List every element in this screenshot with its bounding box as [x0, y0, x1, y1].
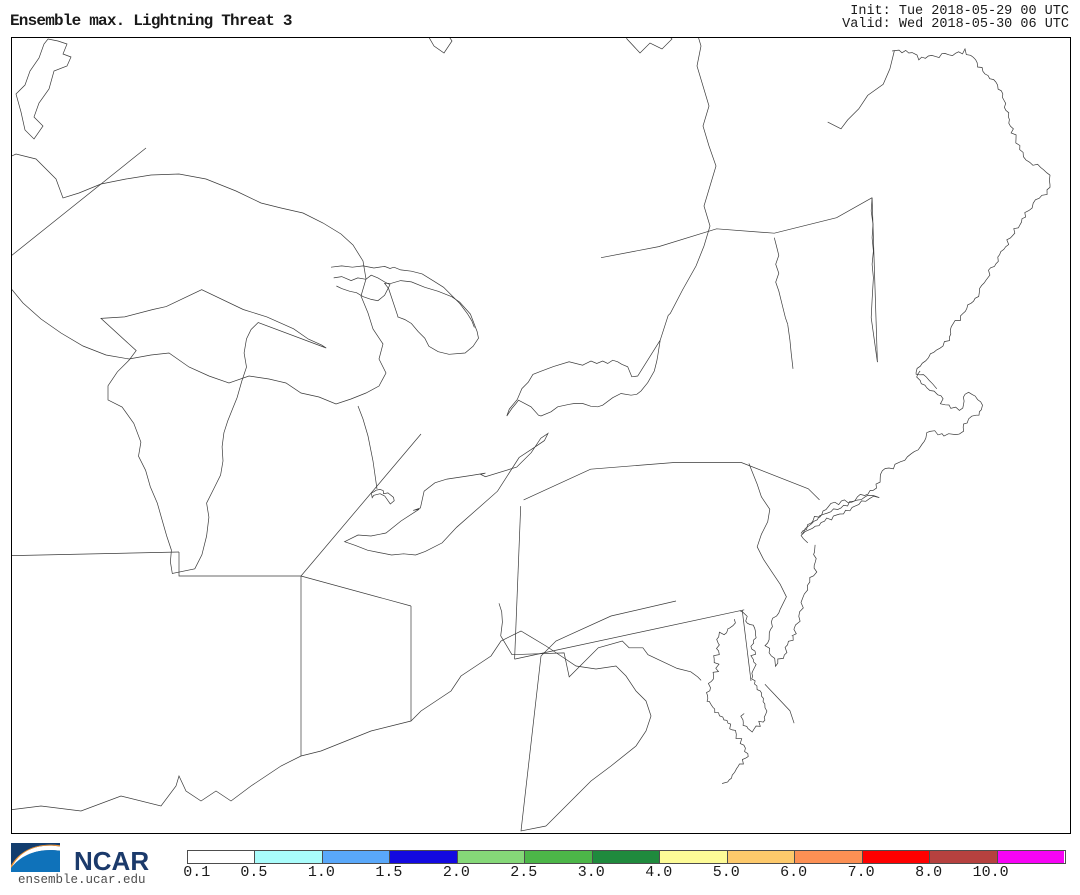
svg-text:NCAR: NCAR [74, 846, 149, 875]
